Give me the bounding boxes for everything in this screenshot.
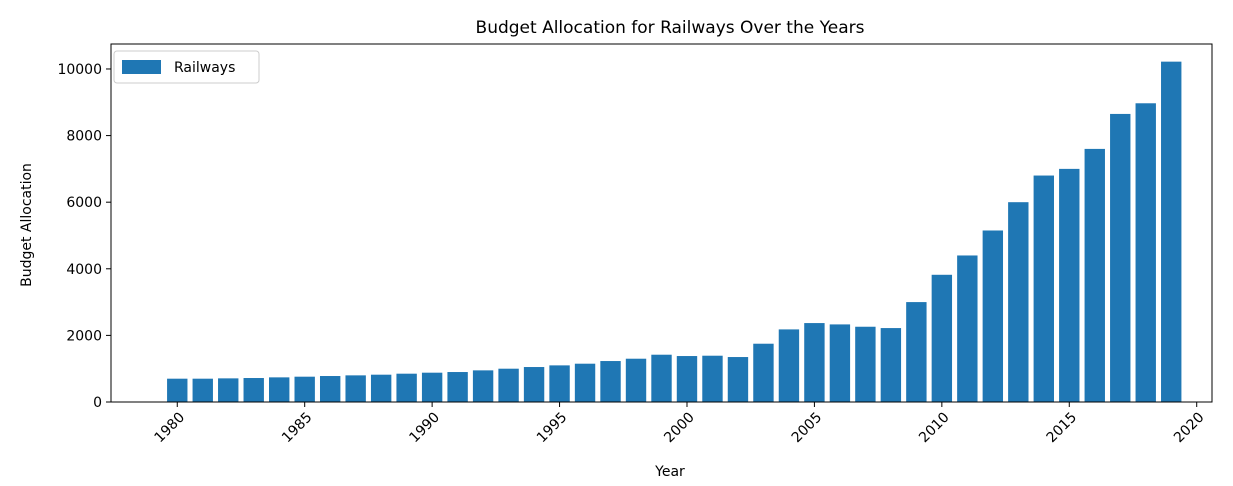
bars-layer — [167, 61, 1182, 403]
y-tick-label: 8000 — [66, 129, 102, 145]
plot-area-frame — [110, 43, 1213, 403]
bar-1995 — [549, 365, 570, 402]
x-tick-label: 1980 — [152, 410, 189, 447]
bar-1992 — [472, 370, 494, 402]
bar-2002 — [727, 357, 749, 402]
bar-2000 — [676, 356, 698, 402]
bar-1990 — [421, 372, 443, 402]
bar-1997 — [600, 361, 621, 402]
y-tick-label: 2000 — [66, 328, 102, 344]
y-tick-label: 6000 — [66, 195, 102, 211]
bar-2005 — [804, 323, 825, 402]
x-tick-label: 2005 — [789, 410, 826, 447]
x-axis-ticks: 1980 1985 1990 1995 2000 2005 2010 2015 2020 — [152, 402, 1208, 446]
x-tick-label: 2010 — [916, 410, 953, 447]
bar-1993 — [498, 368, 519, 402]
bar-1982 — [218, 378, 239, 402]
bar-2017 — [1110, 113, 1131, 403]
y-tick-label: 0 — [93, 395, 102, 411]
bar-1998 — [625, 358, 647, 402]
bar-2010 — [931, 274, 953, 402]
bar-2009 — [906, 302, 927, 402]
bar-1986 — [319, 376, 341, 402]
bar-1980 — [167, 378, 188, 402]
bar-1985 — [294, 376, 315, 402]
bar-2019 — [1161, 61, 1182, 403]
y-tick-label: 10000 — [57, 62, 102, 78]
legend: Railways — [113, 50, 260, 84]
y-axis-title: Budget Allocation — [19, 163, 35, 287]
x-tick-label: 1985 — [279, 410, 316, 447]
bar-2006 — [829, 324, 851, 402]
x-axis-title: Year — [654, 464, 685, 480]
chart-title: Budget Allocation for Railways Over the … — [476, 18, 865, 38]
bar-1984 — [269, 377, 290, 402]
legend-label-railways: Railways — [174, 60, 235, 76]
bar-1996 — [574, 363, 596, 402]
bar-1988 — [370, 374, 392, 402]
bar-2003 — [753, 343, 774, 402]
bar-1987 — [345, 375, 366, 402]
bar-2007 — [855, 326, 876, 402]
legend-box — [113, 50, 260, 84]
bar-2018 — [1135, 103, 1156, 402]
bar-2014 — [1033, 175, 1054, 402]
bar-2001 — [702, 355, 723, 402]
legend-swatch-railways — [122, 60, 161, 74]
x-tick-label: 2020 — [1171, 410, 1208, 447]
bar-1989 — [396, 373, 417, 402]
x-tick-label: 2000 — [661, 410, 698, 447]
x-tick-label: 1995 — [534, 410, 571, 447]
bar-2015 — [1059, 168, 1080, 402]
bar-1991 — [447, 372, 468, 402]
bar-1981 — [192, 378, 213, 402]
x-tick-label: 1990 — [406, 410, 443, 447]
x-tick-label: 2015 — [1044, 410, 1081, 447]
bar-1994 — [523, 367, 545, 402]
bar-1999 — [651, 354, 672, 402]
y-tick-label: 4000 — [66, 262, 102, 278]
bar-2008 — [880, 328, 902, 402]
bar-2004 — [778, 329, 800, 402]
bar-2011 — [957, 255, 978, 402]
bar-2013 — [1008, 202, 1029, 402]
bar-2012 — [982, 230, 1004, 402]
bar-1983 — [243, 378, 264, 402]
y-axis-ticks: 0 2000 4000 6000 8000 10000 — [57, 62, 111, 411]
bar-2016 — [1084, 148, 1105, 402]
